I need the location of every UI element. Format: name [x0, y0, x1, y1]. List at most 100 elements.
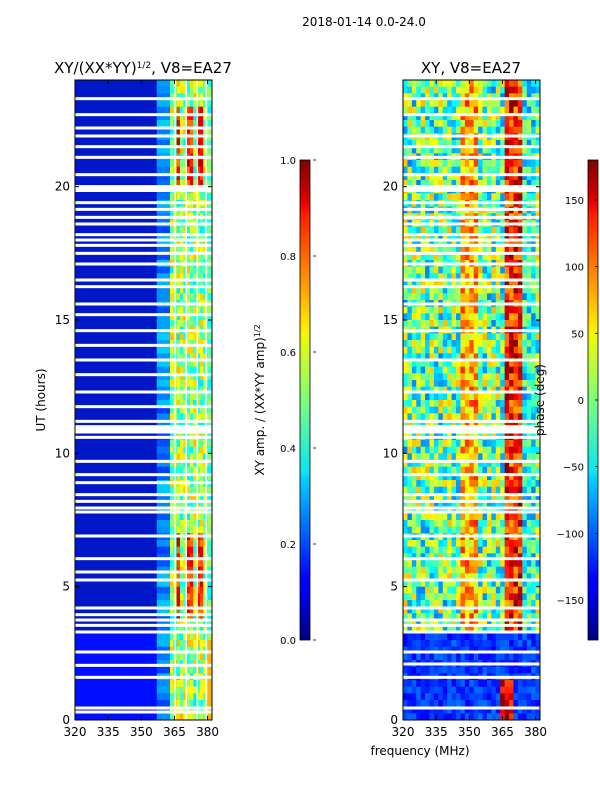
phase-cell: [469, 286, 475, 294]
phase-cell: [482, 266, 488, 274]
amplitude-cell: [207, 686, 212, 694]
phase-cell: [456, 500, 461, 508]
phase-cell: [473, 406, 479, 414]
phase-cell: [456, 273, 461, 281]
phase-cell: [473, 446, 479, 454]
phase-cell: [491, 666, 497, 674]
phase-cell: [526, 160, 532, 168]
phase-flagged-row: [403, 302, 540, 306]
phase-cell: [473, 440, 479, 448]
phase-cell: [504, 513, 510, 521]
amplitude-cell: [193, 80, 197, 88]
phase-cell: [460, 80, 466, 88]
amplitude-cell: [199, 620, 204, 628]
phase-cell: [535, 100, 540, 108]
amplitude-cell: [199, 366, 204, 374]
amplitude-cell: [186, 413, 191, 421]
amplitude-cell: [196, 173, 201, 181]
amplitude-cell: [170, 333, 174, 341]
phase-cell: [420, 693, 426, 701]
phase-cell: [513, 353, 519, 361]
phase-cell: [522, 86, 528, 94]
amplitude-cell: [170, 526, 174, 534]
phase-cell: [491, 566, 497, 574]
amplitude-cell: [207, 653, 212, 661]
phase-cell: [491, 646, 497, 654]
phase-cell: [429, 120, 435, 128]
phase-cell: [447, 100, 452, 108]
phase-cell: [416, 180, 421, 188]
phase-cell: [447, 640, 452, 648]
phase-cell: [407, 713, 413, 720]
amplitude-cell: [156, 560, 171, 568]
phase-cell: [513, 486, 519, 494]
phase-cell: [407, 446, 413, 454]
phase-cell: [522, 373, 528, 381]
phase-cell: [460, 160, 466, 168]
phase-cell: [526, 360, 532, 368]
phase-cell: [438, 640, 444, 648]
amplitude-cell: [207, 553, 212, 561]
phase-cell: [491, 486, 497, 494]
phase-cell: [531, 446, 536, 454]
phase-cell: [486, 506, 492, 514]
phase-cell: [460, 413, 466, 421]
phase-cell: [420, 360, 426, 368]
phase-cell: [442, 140, 448, 148]
amplitude-cell: [199, 380, 204, 388]
amplitude-cell: [156, 140, 171, 148]
amplitude-cell: [203, 440, 207, 448]
phase-cell: [407, 346, 413, 354]
amplitude-cell: [170, 520, 174, 528]
phase-cell: [531, 306, 536, 314]
phase-cell: [433, 93, 439, 101]
amplitude-cell: [176, 653, 181, 661]
amplitude-cell: [189, 620, 194, 628]
phase-cell: [407, 146, 413, 154]
phase-cell: [522, 653, 528, 661]
phase-cell: [526, 446, 532, 454]
phase-cell: [535, 546, 540, 554]
amplitude-cell: [183, 666, 187, 674]
phase-cell: [513, 600, 519, 608]
amplitude-cell: [196, 120, 201, 128]
phase-cell: [420, 180, 426, 188]
amplitude-colorbar-ticks: 0.00.20.40.60.81.0: [280, 156, 316, 647]
phase-cell: [531, 553, 536, 561]
amplitude-cell: [186, 506, 191, 514]
phase-cell: [447, 606, 452, 614]
phase-cell: [495, 126, 501, 134]
phase-cell: [509, 280, 514, 288]
amplitude-cell: [193, 340, 197, 348]
phase-cell: [469, 700, 475, 708]
phase-cell: [491, 553, 497, 561]
phase-cell: [438, 560, 444, 568]
phase-cell: [425, 100, 430, 108]
amplitude-cell: [183, 166, 187, 174]
amplitude-cell: [179, 713, 184, 720]
phase-cell: [478, 406, 483, 414]
phase-cell: [411, 340, 417, 348]
amplitude-cell: [179, 306, 184, 314]
amplitude-cell: [186, 453, 191, 461]
phase-cell: [522, 226, 528, 234]
phase-cell: [420, 653, 426, 661]
phase-cell: [447, 173, 452, 181]
phase-cell: [469, 406, 475, 414]
phase-cell: [438, 393, 444, 401]
amplitude-cell: [203, 313, 207, 321]
phase-cell: [522, 406, 528, 414]
phase-cell: [416, 80, 421, 88]
phase-cell: [491, 366, 497, 374]
amplitude-cell: [207, 633, 212, 641]
phase-cell: [438, 513, 444, 521]
amplitude-cell: [199, 580, 204, 588]
amplitude-cell: [193, 313, 197, 321]
phase-cell: [447, 293, 452, 301]
phase-cell: [531, 486, 536, 494]
phase-cell: [416, 266, 421, 274]
amplitude-cell: [203, 413, 207, 421]
phase-cell: [403, 386, 408, 394]
phase-cell: [531, 453, 536, 461]
amplitude-cell: [189, 226, 194, 234]
